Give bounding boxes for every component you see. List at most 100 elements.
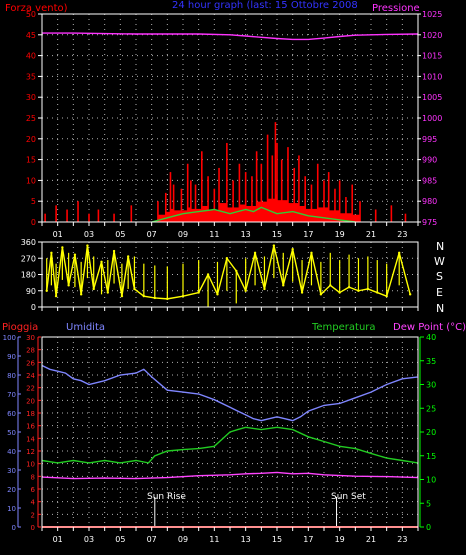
direction-trace-segment [207,274,219,295]
direction-point [291,248,294,251]
pressure-ytick-label: 975 [422,218,437,227]
wind-activity-fill [345,213,353,222]
humidity-ytick-label: 60 [7,410,16,418]
humidity-ytick-label: 20 [7,486,16,494]
wind-ytick-label: 30 [26,93,36,102]
direction-point [112,249,116,253]
pressure-ytick-label: 995 [422,135,437,144]
direction-point [120,294,124,298]
humidity-ytick-label: 80 [7,372,16,380]
direction-point [244,289,247,292]
dewpoint-axis-label: Dew Point (°C) [393,322,466,333]
direction-trace-segment [320,284,331,295]
wind-activity-fill [233,207,240,222]
direction-point [310,251,313,255]
rain-ytick-label: 10 [26,461,35,469]
direction-point [398,251,401,255]
direction-trace-segment [273,245,284,286]
direction-trace-segment [127,256,136,290]
humidity-line [41,364,419,422]
wind-activity-fill [277,200,282,222]
chart-title: 24 hour graph (last: 15 Ottobre 2008 [172,0,358,11]
direction-point [206,273,210,276]
pressure-ytick-label: 1010 [422,72,442,81]
wind-activity-fill [214,210,220,222]
rain-ytick-label: 20 [26,397,35,405]
direction-trace-segment [67,254,76,286]
pressure-line [42,32,419,41]
direction-trace-segment [348,286,359,292]
rain-ytick-label: 18 [26,410,35,418]
wind-activity-fill [287,203,295,222]
direction-trace-segment [385,252,400,297]
wind-ytick-label: 15 [26,156,36,165]
wind-xtick-label: 23 [397,230,407,239]
direction-trace-segment [226,257,237,272]
pressure-axis-label: Pressione [372,3,420,14]
rain-ytick-label: 4 [31,499,36,507]
direction-trace-segment [167,295,184,300]
rain-ytick-label: 12 [26,448,35,456]
direction-point [300,291,304,294]
sunset-label: Sun Set [331,492,366,502]
direction-trace-segment [143,295,155,299]
humidity-axis-label: Umidita [66,322,105,333]
wind-xtick-label: 09 [178,230,188,239]
wind-ytick-label: 50 [26,10,36,19]
climate-xtick-label: 11 [209,535,219,544]
wind-axis-label: Forza vento) [5,3,68,14]
dewpoint-line [41,471,419,480]
direction-trace-segment [182,291,199,297]
direction-point [106,291,110,294]
direction-trace-segment [93,261,103,290]
direction-point [329,284,332,287]
wind-activity-fill [208,210,215,222]
direction-trace-segment [235,270,247,292]
wind-activity-fill [245,205,252,222]
temperature-ytick-label: 40 [426,333,436,342]
direction-trace-segment [216,258,228,295]
direction-point [92,287,95,291]
wind-activity-fill [226,207,234,222]
wind-activity-fill [190,208,196,222]
pressure-ytick-label: 990 [422,156,437,165]
climate-xtick-label: 23 [397,535,407,544]
direction-trace-segment [301,252,313,293]
direction-trace-segment [86,245,95,290]
direction-point [45,289,48,292]
wind-ytick-label: 40 [26,52,36,61]
direction-point [272,244,276,247]
temperature-ytick-label: 25 [426,404,436,413]
rain-ytick-label: 22 [26,385,35,393]
wind-xtick-label: 21 [366,230,376,239]
wind-activity-fill [187,207,191,222]
direction-trace-segment [329,284,341,294]
direction-trace-segment [244,252,256,291]
wind-panel-frame [41,13,419,223]
direction-point [166,297,169,301]
humidity-ytick-label: 10 [7,505,16,513]
wind-activity-fill [239,204,246,222]
temperature-ytick-label: 15 [426,452,436,461]
direction-trace-segment [61,247,70,286]
direction-ytick-label: 180 [21,271,36,280]
wind-xtick-label: 07 [147,230,157,239]
rain-ytick-label: 26 [26,359,35,367]
temperature-ytick-label: 5 [426,499,431,508]
direction-point [385,294,388,298]
direction-trace-segment [291,249,303,293]
climate-xtick-label: 15 [272,535,282,544]
temperature-ytick-label: 0 [426,523,431,532]
wind-activity-fill [261,201,268,222]
wind-ytick-label: 20 [26,135,36,144]
compass-e: E [436,286,443,299]
wind-activity-fill [181,210,188,222]
wind-xtick-label: 13 [241,230,251,239]
direction-point [197,291,200,294]
pressure-ytick-label: 1020 [422,31,442,40]
sunrise-label: Sun Rise [147,492,186,502]
direction-point [282,284,285,287]
wind-average-line [151,206,356,223]
rain-ytick-label: 24 [26,372,35,380]
